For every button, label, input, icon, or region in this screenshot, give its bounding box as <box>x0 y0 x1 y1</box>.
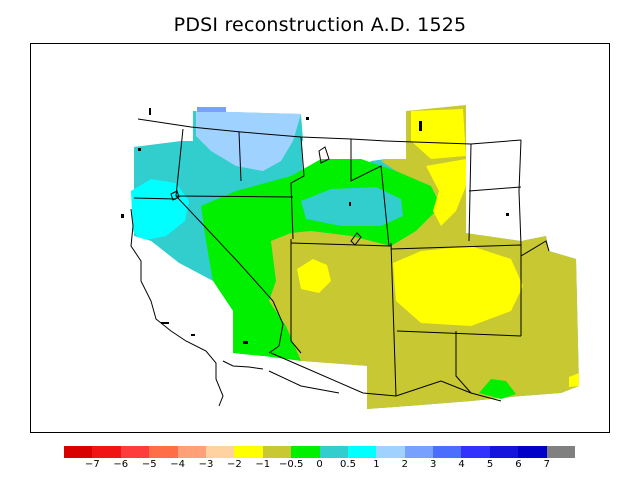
region-lightblue <box>196 111 301 171</box>
region-yellow-blob <box>297 259 331 293</box>
legend-swatch <box>404 446 434 458</box>
region-cyan-west <box>131 179 189 241</box>
legend-label: −2 <box>227 459 242 470</box>
region-yellow-east <box>393 246 523 326</box>
legend-label: −3 <box>198 459 214 470</box>
legend-swatch <box>149 446 178 458</box>
map-title: PDSI reconstruction A.D. 1525 <box>173 14 467 36</box>
legend-swatch <box>518 446 547 458</box>
legend-label: 2 <box>401 459 408 470</box>
region-teal-island <box>301 187 403 226</box>
map-frame <box>30 43 610 433</box>
region-nodata-plains <box>466 146 523 241</box>
color-legend <box>64 446 576 458</box>
legend-swatch <box>433 446 462 458</box>
legend-swatch <box>376 446 405 458</box>
legend-label: 0.5 <box>340 459 356 470</box>
legend-label: −0.5 <box>279 459 304 470</box>
legend-label: 5 <box>486 459 494 470</box>
pdsi-map <box>121 105 579 409</box>
region-yellow-band <box>426 159 466 226</box>
legend-label: 7 <box>543 459 550 470</box>
legend-label: 4 <box>458 459 465 470</box>
legend-label: −4 <box>170 459 185 470</box>
legend-swatch <box>347 446 377 458</box>
lakes <box>170 146 362 246</box>
region-blue-tip <box>197 107 226 112</box>
legend-label: −7 <box>85 459 100 470</box>
region-nodata-south <box>263 356 367 396</box>
legend-label: 6 <box>515 459 522 470</box>
legend-swatch <box>205 446 235 458</box>
legend-swatch <box>546 446 576 458</box>
legend-swatch <box>234 446 263 458</box>
legend-swatch <box>64 446 93 458</box>
legend-label: 1 <box>373 459 380 470</box>
legend-swatch <box>177 446 206 458</box>
legend-swatch <box>461 446 490 458</box>
islands <box>121 108 509 344</box>
region-green-se <box>479 379 516 399</box>
legend-swatch <box>92 446 121 458</box>
legend-swatch <box>262 446 292 458</box>
legend-label: 3 <box>430 459 437 470</box>
region-yellow-north <box>411 109 466 159</box>
legend-label: −5 <box>141 459 157 470</box>
legend-swatch <box>291 446 320 458</box>
legend-label: 0 <box>316 459 323 470</box>
color-legend-labels: −7 −6 −5 −4 −3 −2 −1 −0.5 0 0.5 1 2 3 4 5 6 7 <box>0 459 640 475</box>
legend-label: −1 <box>255 459 271 470</box>
region-yellow-se <box>569 373 579 387</box>
legend-label: −6 <box>113 459 129 470</box>
legend-swatch <box>319 446 348 458</box>
political-boundaries <box>130 118 550 407</box>
legend-swatch <box>120 446 150 458</box>
legend-swatch <box>489 446 519 458</box>
region-nodata-coast <box>131 236 233 361</box>
